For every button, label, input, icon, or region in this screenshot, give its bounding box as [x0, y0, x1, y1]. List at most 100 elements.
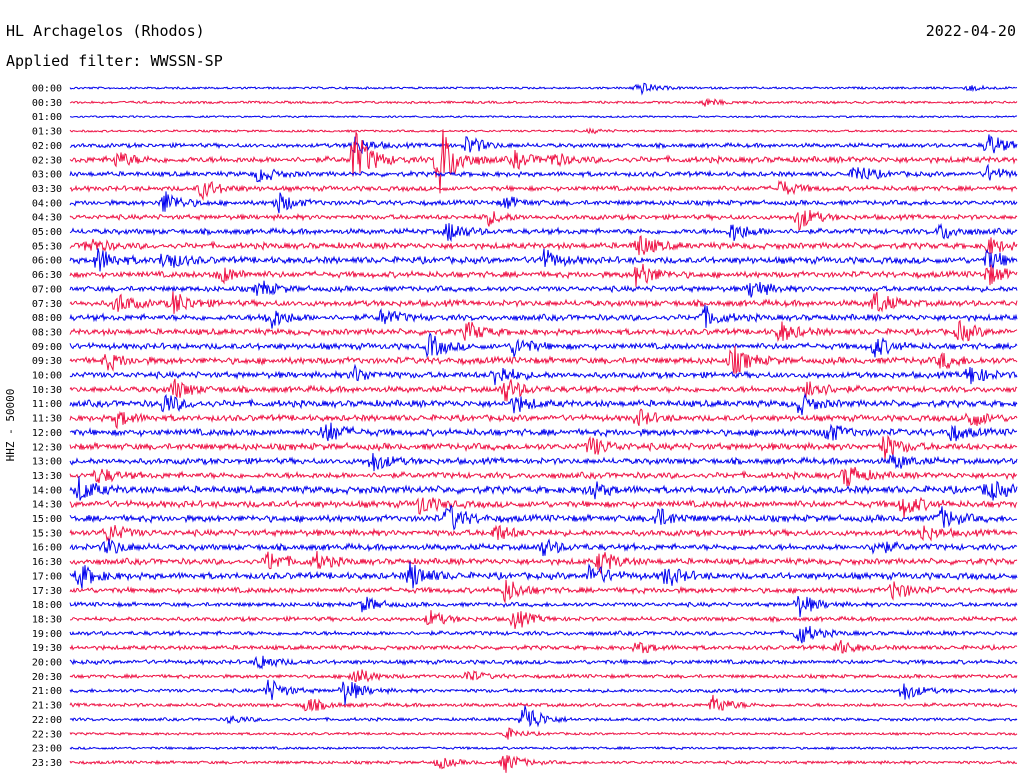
seismic-trace: [69, 319, 1018, 343]
time-tick-label: 22:30: [32, 729, 62, 740]
time-tick-label: 07:30: [32, 299, 62, 310]
time-tick-label: 12:30: [32, 442, 62, 453]
seismic-trace: [69, 476, 1018, 501]
time-tick-label: 03:30: [32, 184, 62, 195]
seismic-trace: [69, 304, 1018, 329]
time-tick-label: 09:30: [32, 356, 62, 367]
seismic-trace: [69, 669, 1018, 683]
time-tick-label: 17:30: [32, 586, 62, 597]
seismic-trace: [69, 655, 1018, 670]
seismic-trace: [69, 561, 1018, 589]
seismic-trace: [69, 263, 1018, 287]
seismic-traces: [69, 82, 1018, 773]
time-tick-label: 08:30: [32, 327, 62, 338]
time-tick-label: 07:00: [32, 284, 62, 295]
time-tick-label: 12:00: [32, 428, 62, 439]
time-tick-label: 19:30: [32, 643, 62, 654]
time-tick-label: 05:00: [32, 227, 62, 238]
time-tick-label: 08:00: [32, 313, 62, 324]
time-tick-label: 16:30: [32, 557, 62, 568]
seismic-trace: [69, 363, 1018, 386]
seismic-trace: [69, 755, 1017, 773]
station-title: HL Archagelos (Rhodos): [6, 22, 205, 40]
seismic-trace: [69, 595, 1018, 618]
seismic-trace: [69, 163, 1018, 183]
seismic-trace: [69, 134, 1018, 155]
seismic-trace: [69, 97, 1018, 107]
seismic-trace: [69, 280, 1018, 298]
date-label: 2022-04-20: [926, 22, 1016, 40]
time-tick-label: 15:30: [32, 528, 62, 539]
seismic-trace: [69, 639, 1018, 654]
time-tick-label: 11:00: [32, 399, 62, 410]
seismic-trace: [69, 579, 1018, 604]
seismic-trace: [69, 291, 1018, 314]
time-tick-label: 11:30: [32, 414, 62, 425]
time-tick-label: 18:30: [32, 614, 62, 625]
time-tick-label: 10:00: [32, 371, 62, 382]
seismic-trace: [69, 625, 1018, 644]
seismic-trace: [69, 82, 1018, 96]
time-tick-label: 05:30: [32, 241, 62, 252]
seismic-trace: [69, 679, 1018, 706]
time-tick-label: 22:00: [32, 715, 62, 726]
seismic-trace: [69, 248, 1018, 272]
seismic-trace: [69, 538, 1018, 557]
seismic-trace: [69, 129, 1018, 194]
time-tick-label: 02:30: [32, 155, 62, 166]
time-tick-label: 00:00: [32, 84, 62, 95]
filter-label: Applied filter: WWSSN-SP: [6, 52, 223, 70]
time-tick-label: 13:30: [32, 471, 62, 482]
seismic-trace: [69, 392, 1018, 416]
time-tick-label: 14:30: [32, 500, 62, 511]
seismic-trace: [69, 179, 1018, 201]
seismic-trace: [69, 453, 1018, 472]
time-tick-label: 00:30: [32, 98, 62, 109]
time-tick-label: 06:30: [32, 270, 62, 281]
seismic-trace: [69, 209, 1018, 231]
time-tick-label: 19:00: [32, 629, 62, 640]
seismic-trace: [69, 127, 1018, 135]
time-tick-label: 14:00: [32, 485, 62, 496]
seismic-trace: [69, 727, 1018, 740]
time-tick-label: 02:00: [32, 141, 62, 152]
seismic-trace: [69, 745, 1018, 751]
time-tick-label: 20:30: [32, 672, 62, 683]
time-tick-label: 13:00: [32, 457, 62, 468]
time-tick-label: 01:30: [32, 127, 62, 138]
seismic-trace: [69, 524, 1018, 543]
time-tick-label: 17:00: [32, 571, 62, 582]
seismic-trace: [69, 332, 1018, 359]
seismic-trace: [69, 422, 1017, 442]
seismic-trace: [69, 345, 1018, 375]
seismic-trace: [69, 694, 1018, 712]
y-axis-label: HHZ - 50000: [4, 389, 17, 462]
seismic-trace: [69, 705, 1018, 728]
time-tick-label: 23:00: [32, 744, 62, 755]
time-tick-label: 21:30: [32, 701, 62, 712]
seismic-trace: [69, 496, 1018, 519]
time-tick-label: 16:00: [32, 543, 62, 554]
seismic-trace: [69, 505, 1018, 531]
time-tick-label: 20:00: [32, 658, 62, 669]
seismic-trace: [69, 466, 1018, 487]
seismic-trace: [69, 550, 1018, 574]
time-tick-label: 04:30: [32, 213, 62, 224]
seismic-trace: [70, 610, 1018, 629]
time-tick-label: 15:00: [32, 514, 62, 525]
time-tick-label: 10:30: [32, 385, 62, 396]
seismic-trace: [69, 222, 1018, 243]
time-tick-label: 01:00: [32, 112, 62, 123]
time-tick-label: 23:30: [32, 758, 62, 769]
time-tick-label: 03:00: [32, 170, 62, 181]
seismic-trace: [69, 408, 1018, 430]
time-tick-label: 18:00: [32, 600, 62, 611]
time-tick-label: 06:00: [32, 256, 62, 267]
seismic-trace: [69, 191, 1018, 214]
seismic-trace: [69, 235, 1018, 256]
seismic-trace: [69, 114, 1018, 119]
time-tick-label: 21:00: [32, 686, 62, 697]
time-tick-labels: 00:00 00:30 01:00 01:30 02:00 02:30 03:00 03:30…: [32, 84, 62, 769]
time-tick-label: 04:00: [32, 198, 62, 209]
